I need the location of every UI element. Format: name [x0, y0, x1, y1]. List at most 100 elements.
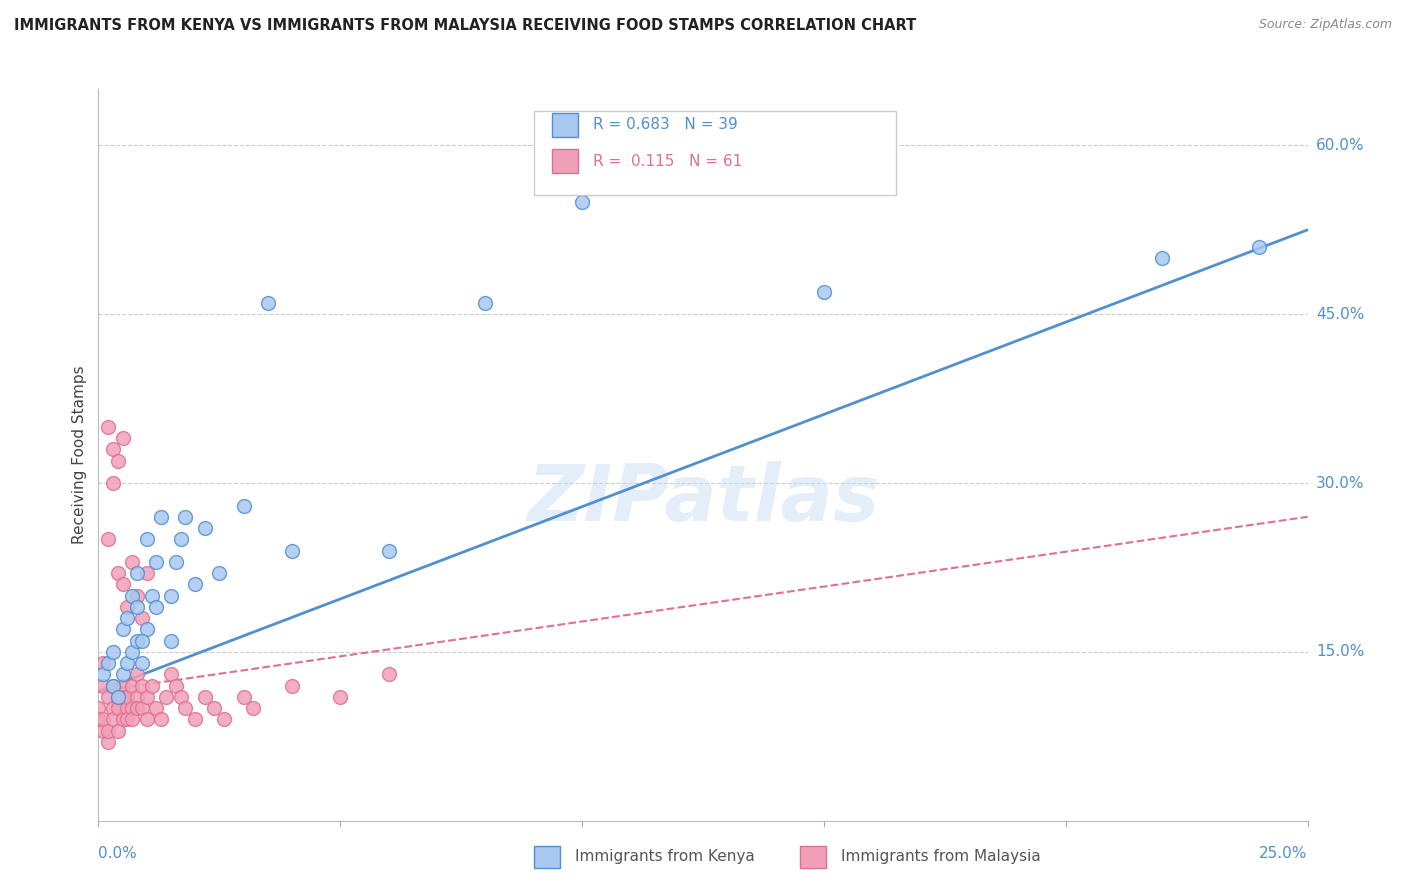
Point: [111, 690, 134, 704]
Text: 25.0%: 25.0%: [1260, 846, 1308, 861]
Bar: [551, 149, 578, 173]
Point: [107, 701, 129, 715]
Point: [97, 690, 120, 704]
Point: [204, 701, 226, 715]
Point: [813, 285, 835, 299]
Point: [121, 645, 143, 659]
Point: [91, 712, 114, 726]
Point: [91, 679, 114, 693]
Point: [117, 701, 139, 715]
Point: [194, 690, 217, 704]
Point: [184, 712, 207, 726]
Point: [101, 701, 124, 715]
Point: [194, 521, 217, 535]
Point: [135, 712, 157, 726]
Text: 0.0%: 0.0%: [98, 846, 138, 861]
Point: [91, 723, 114, 738]
Point: [160, 633, 183, 648]
Point: [121, 555, 143, 569]
Text: Immigrants from Kenya: Immigrants from Kenya: [575, 849, 755, 864]
Point: [135, 623, 157, 637]
Bar: [534, 846, 561, 868]
Point: [242, 701, 264, 715]
Point: [111, 577, 134, 591]
Point: [169, 690, 191, 704]
Point: [174, 701, 197, 715]
Point: [131, 611, 153, 625]
Text: 15.0%: 15.0%: [1316, 644, 1364, 659]
Point: [91, 667, 114, 681]
Point: [232, 499, 254, 513]
Point: [208, 566, 231, 580]
Point: [145, 555, 167, 569]
Text: Source: ZipAtlas.com: Source: ZipAtlas.com: [1258, 18, 1392, 31]
Point: [184, 577, 207, 591]
Point: [87, 712, 110, 726]
Point: [145, 599, 167, 614]
Point: [232, 690, 254, 704]
Point: [145, 701, 167, 715]
Point: [141, 679, 163, 693]
Point: [256, 296, 278, 310]
Point: [135, 566, 157, 580]
Point: [101, 442, 124, 457]
Point: [87, 701, 110, 715]
Point: [141, 589, 163, 603]
Point: [127, 566, 149, 580]
Point: [121, 712, 143, 726]
Point: [91, 656, 114, 670]
Point: [117, 712, 139, 726]
Point: [474, 296, 496, 310]
Text: ZIPatlas: ZIPatlas: [527, 461, 879, 537]
Point: [131, 701, 153, 715]
Point: [97, 419, 120, 434]
Point: [117, 690, 139, 704]
Point: [111, 667, 134, 681]
Text: R =  0.115   N = 61: R = 0.115 N = 61: [593, 153, 742, 169]
Point: [127, 633, 149, 648]
Point: [121, 701, 143, 715]
Point: [117, 611, 139, 625]
Point: [377, 543, 399, 558]
Point: [111, 679, 134, 693]
Point: [97, 723, 120, 738]
Point: [101, 476, 124, 491]
Point: [97, 735, 120, 749]
Bar: [551, 112, 578, 136]
Point: [131, 633, 153, 648]
Point: [131, 679, 153, 693]
Point: [101, 679, 124, 693]
Point: [121, 679, 143, 693]
Point: [160, 589, 183, 603]
Point: [107, 690, 129, 704]
Point: [155, 690, 177, 704]
Point: [135, 533, 157, 547]
Point: [281, 543, 304, 558]
Text: IMMIGRANTS FROM KENYA VS IMMIGRANTS FROM MALAYSIA RECEIVING FOOD STAMPS CORRELAT: IMMIGRANTS FROM KENYA VS IMMIGRANTS FROM…: [14, 18, 917, 33]
Point: [212, 712, 235, 726]
Point: [101, 712, 124, 726]
Point: [107, 723, 129, 738]
Point: [329, 690, 352, 704]
Point: [1249, 240, 1271, 254]
Point: [165, 555, 187, 569]
Text: 45.0%: 45.0%: [1316, 307, 1364, 322]
Point: [165, 679, 187, 693]
Point: [101, 645, 124, 659]
Bar: [800, 846, 827, 868]
Point: [117, 599, 139, 614]
Point: [160, 667, 183, 681]
FancyBboxPatch shape: [534, 112, 897, 195]
Point: [377, 667, 399, 681]
Text: 30.0%: 30.0%: [1316, 475, 1364, 491]
Text: R = 0.683   N = 39: R = 0.683 N = 39: [593, 117, 738, 132]
Point: [127, 701, 149, 715]
Point: [1152, 251, 1174, 265]
Point: [121, 589, 143, 603]
Point: [111, 623, 134, 637]
Point: [101, 679, 124, 693]
Text: 60.0%: 60.0%: [1316, 138, 1364, 153]
Point: [127, 667, 149, 681]
Point: [127, 589, 149, 603]
Point: [150, 712, 173, 726]
